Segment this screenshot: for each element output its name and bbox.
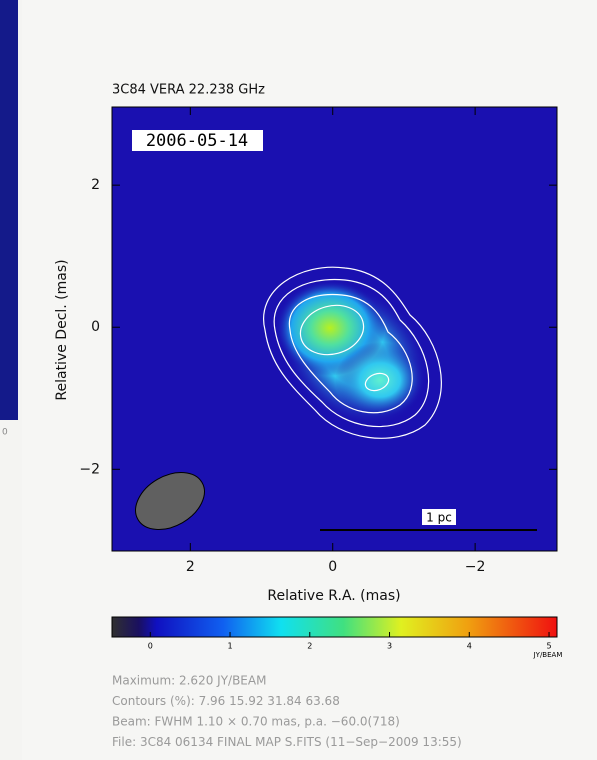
date-label: 2006-05-14 [146, 131, 248, 151]
colorbar-tick-label: 0 [148, 642, 153, 651]
side-fragment-label: 0 [2, 428, 8, 438]
note: File: 3C84 06134 FINAL MAP S.FITS (11−Se… [112, 735, 462, 749]
scale-bar-label: 1 pc [426, 511, 452, 525]
x-tick-label: 2 [186, 559, 195, 575]
colorbar-tick-label: 2 [307, 642, 312, 651]
y-tick-label: −2 [79, 461, 100, 477]
colorbar-tick-label: 1 [227, 642, 232, 651]
y-tick-label: 2 [91, 177, 100, 193]
note: Maximum: 2.620 JY/BEAM [112, 674, 266, 688]
screenshot: 0 3C84 VERA 22.238 GHz 1 pc 2006-05-14 R… [0, 0, 597, 760]
colorbar-tick-label: 4 [467, 642, 472, 651]
note: Contours (%): 7.96 15.92 31.84 63.68 [112, 694, 340, 708]
colorbar-tick-label: 5 [546, 642, 551, 651]
colorbar-tick-label: 3 [387, 642, 392, 651]
map: 1 pc 2006-05-14 [112, 107, 557, 551]
y-tick-label: 0 [91, 319, 100, 335]
colorbar [112, 617, 557, 637]
side-fragment [0, 0, 18, 420]
chart-title: 3C84 VERA 22.238 GHz [112, 83, 265, 98]
colorbar-label: JY/BEAM [533, 651, 563, 659]
x-tick-label: 0 [328, 559, 337, 575]
x-tick-label: −2 [465, 559, 486, 575]
note: Beam: FWHM 1.10 × 0.70 mas, p.a. −60.0(7… [112, 715, 400, 729]
x-axis-label: Relative R.A. (mas) [267, 588, 400, 604]
y-axis-label: Relative Decl. (mas) [54, 259, 70, 400]
